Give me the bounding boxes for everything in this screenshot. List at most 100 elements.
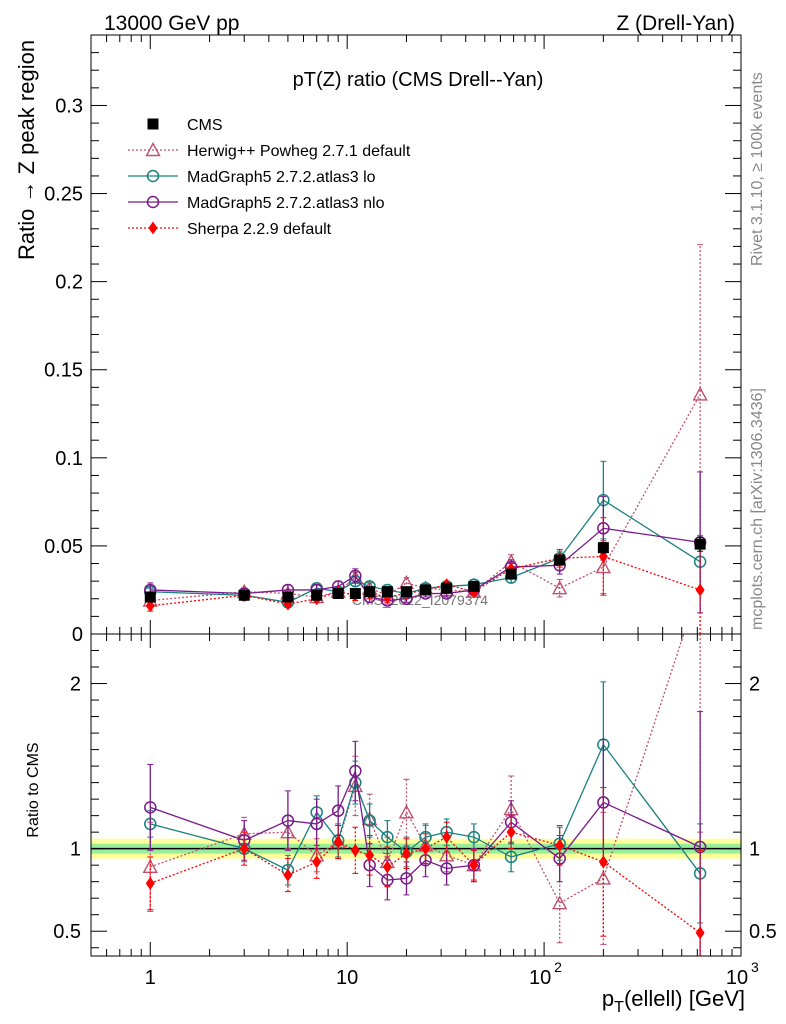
data-point <box>421 842 431 856</box>
header-right: Z (Drell-Yan) <box>616 12 735 35</box>
data-point <box>420 584 432 596</box>
series-herwig-powheg-2-7-1-default <box>142 244 708 607</box>
data-point <box>506 825 516 839</box>
data-point <box>694 538 706 550</box>
xtick-label: 10 <box>726 967 748 989</box>
legend-label: MadGraph5 2.7.2.atlas3 lo <box>187 169 376 186</box>
data-point <box>554 554 566 566</box>
legend-label: Sherpa 2.2.9 default <box>187 221 332 238</box>
ratio-ytick-label-right: 0.5 <box>749 921 777 943</box>
data-point <box>695 583 705 597</box>
data-point <box>331 804 345 817</box>
main-ytick-label: 0.1 <box>55 448 83 470</box>
data-point <box>382 860 392 874</box>
xtick-label: 10 <box>336 967 358 989</box>
data-point <box>239 842 249 856</box>
data-point <box>595 559 612 574</box>
legend-marker <box>146 195 160 209</box>
series-line <box>150 743 701 874</box>
legend-entry-madgraph5-2-7-2-atlas3-lo: MadGraph5 2.7.2.atlas3 lo <box>128 169 376 186</box>
data-point <box>693 840 707 854</box>
data-point <box>333 835 343 849</box>
data-point <box>595 870 612 885</box>
ratio-ytick-label-right: 1 <box>749 839 760 861</box>
legend-marker <box>145 142 161 157</box>
main-ylabel: Ratio → Z peak region <box>14 40 39 260</box>
series-line <box>150 768 701 881</box>
main-ytick-label: 0.2 <box>55 272 83 294</box>
data-point <box>364 586 376 598</box>
series-cms <box>144 536 706 603</box>
data-point <box>552 580 568 595</box>
series-line <box>150 527 701 602</box>
legend-marker <box>147 118 159 130</box>
data-point <box>401 847 411 861</box>
data-point <box>365 848 375 862</box>
rivet-label: Rivet 3.1.10, ≥ 100k events <box>749 72 766 266</box>
legend-marker <box>148 221 158 235</box>
main-ytick-label: 0.25 <box>44 184 83 206</box>
series-line <box>150 831 701 934</box>
legend-label: MadGraph5 2.7.2.atlas3 nlo <box>187 195 385 212</box>
data-point <box>312 855 322 869</box>
data-point <box>311 589 323 601</box>
data-point <box>332 587 344 599</box>
legend-entry-sherpa-2-2-9-default: Sherpa 2.2.9 default <box>128 221 332 238</box>
ratio-band <box>91 838 741 859</box>
xtick-label-exponent: 3 <box>751 959 759 975</box>
data-point <box>555 838 565 852</box>
x-axis-label: pT(ellell) [GeV] <box>602 986 745 1016</box>
series-line <box>150 499 701 603</box>
ratio-frame <box>90 633 742 957</box>
xtick-label: 10 <box>529 967 551 989</box>
series-sherpa-2-2-9-default <box>145 517 705 634</box>
chart-title: pT(Z) ratio (CMS Drell--Yan) <box>293 69 544 91</box>
data-point <box>283 868 293 882</box>
ratio-ylabel: Ratio to CMS <box>25 742 42 837</box>
data-point <box>695 926 705 940</box>
ratio-ytick-label-right: 2 <box>749 674 760 696</box>
main-panel: CMS_2022_I207937400.050.10.150.20.250.3R… <box>14 34 742 646</box>
data-point <box>440 862 453 875</box>
data-point <box>504 850 518 864</box>
series-line <box>150 634 685 905</box>
data-point <box>692 386 708 401</box>
data-point <box>381 830 394 844</box>
series-sherpa-2-2-9-default <box>145 787 705 956</box>
data-point <box>144 591 156 603</box>
data-point <box>349 587 361 599</box>
legend-marker <box>146 169 160 183</box>
data-point <box>144 801 157 814</box>
mcplots-label: mcplots.cern.ch [arXiv:1306.3436] <box>749 388 766 630</box>
data-point <box>469 858 479 872</box>
series-line <box>150 394 701 602</box>
data-point <box>349 569 362 583</box>
legend-entry-herwig-powheg-2-7-1-default: Herwig++ Powheg 2.7.1 default <box>128 142 411 160</box>
data-point <box>442 830 452 844</box>
legend-entry-cms: CMS <box>147 117 223 134</box>
series-line <box>150 555 701 607</box>
data-point <box>467 830 481 844</box>
data-point <box>310 817 323 831</box>
legend: CMS Herwig++ Powheg 2.7.1 default MadGraph… <box>128 117 411 238</box>
xtick-label: 1 <box>145 967 156 989</box>
data-point <box>349 764 362 778</box>
ratio-ytick-label: 0.5 <box>53 921 81 943</box>
data-point <box>145 876 155 890</box>
data-point <box>505 568 517 580</box>
data-point <box>381 586 393 598</box>
data-point <box>145 599 155 613</box>
data-point <box>363 814 376 827</box>
main-ytick-label: 0.15 <box>44 360 83 382</box>
legend-label: Herwig++ Powheg 2.7.1 default <box>187 143 411 160</box>
data-point <box>400 586 412 598</box>
data-point <box>552 895 568 910</box>
data-point <box>281 814 295 827</box>
series-madgraph5-2-7-2-atlas3-lo <box>144 681 707 924</box>
legend-label: CMS <box>187 117 223 134</box>
data-point <box>597 542 609 554</box>
main-ytick-label: 0 <box>72 624 83 646</box>
data-point <box>238 589 250 601</box>
